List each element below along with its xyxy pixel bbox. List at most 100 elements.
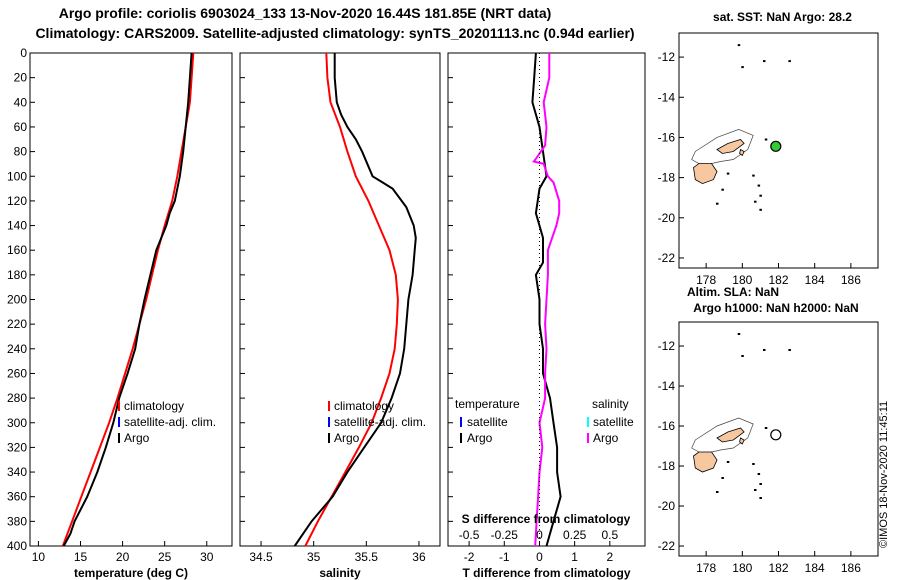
y-tick-label: 140 (7, 219, 27, 233)
copyright-label: ©IMOS 18-Nov-2020 11:45:11 (878, 400, 890, 548)
legend-label: Argo (334, 431, 360, 445)
map-x-tick-label: 184 (805, 273, 825, 287)
x-axis-label: T difference from climatology (462, 566, 630, 580)
legend-label: Argo (124, 431, 150, 445)
map-x-tick-label: 184 (805, 561, 825, 575)
islet (754, 489, 757, 491)
y-tick-label: 40 (14, 95, 28, 109)
float-position-marker (770, 429, 782, 441)
map-y-tick-label: -22 (658, 251, 676, 265)
map-title: Argo h1000: NaN h2000: NaN (693, 301, 858, 315)
islet (788, 349, 791, 351)
y-tick-label: 280 (7, 391, 27, 405)
legend-label: climatology (334, 399, 394, 413)
islet (737, 333, 741, 335)
islands (691, 333, 791, 499)
y-tick-label: 380 (7, 514, 27, 528)
map-y-tick-label: -14 (658, 90, 676, 104)
y-tick-label: 180 (7, 268, 27, 282)
islands (691, 44, 791, 211)
islet (716, 202, 719, 205)
panel-frame-temperature (29, 52, 233, 547)
x-axis-label: temperature (deg C) (74, 566, 188, 580)
legend-title: salinity (592, 397, 629, 411)
islet (788, 60, 791, 63)
islet (721, 188, 724, 191)
islet (764, 427, 768, 429)
legend-label: satellite-adj. clim. (334, 415, 426, 429)
series-line-t-difference-argo- (531, 52, 562, 547)
islet (764, 138, 768, 141)
series-line-climatology (61, 52, 195, 547)
map-x-tick-label: 180 (732, 561, 752, 575)
islet (726, 461, 730, 463)
x-tick-label: -1 (499, 550, 510, 564)
islet (716, 491, 719, 493)
legend-label: climatology (124, 399, 184, 413)
islet (759, 194, 762, 197)
islet (759, 497, 762, 499)
islet (726, 172, 730, 175)
map-x-tick-label: 186 (841, 273, 861, 287)
map-y-tick-label: -20 (658, 211, 676, 225)
series-line-argo (293, 53, 417, 547)
chart-title-line2: Climatology: CARS2009. Satellite-adjuste… (35, 25, 635, 41)
map-y-tick-label: -14 (658, 379, 676, 393)
y-tick-label: 60 (14, 120, 28, 134)
map-title: Altim. SLA: NaN (687, 285, 779, 299)
series-line-s-difference-argo- (532, 53, 561, 547)
x2-tick-label: -0.5 (459, 528, 480, 542)
x-tick-label: 2 (606, 550, 613, 564)
islet (754, 200, 757, 203)
islet (757, 473, 761, 475)
islet (763, 349, 766, 351)
x-tick-label: 30 (200, 550, 214, 564)
legend-label: satellite (467, 415, 508, 429)
islet (752, 174, 755, 177)
islet (759, 208, 762, 211)
series-line-climatology (304, 52, 399, 547)
x-tick-label: 35.5 (355, 550, 379, 564)
x-tick-label: 0 (536, 550, 543, 564)
x2-axis-label: S difference from climatology (462, 512, 631, 526)
legend-label: Argo (593, 431, 619, 445)
y-tick-label: 260 (7, 366, 27, 380)
y-tick-label: 340 (7, 465, 27, 479)
map-x-tick-label: 178 (696, 273, 716, 287)
y-tick-label: 320 (7, 440, 27, 454)
islet (759, 483, 762, 485)
map-y-tick-label: -20 (658, 499, 676, 513)
series-line-argo (62, 52, 193, 547)
map-y-tick-label: -22 (658, 539, 676, 553)
x-tick-label: 15 (74, 550, 88, 564)
x2-tick-label: 0 (536, 528, 543, 542)
y-tick-label: 160 (7, 243, 27, 257)
legend-title: temperature (455, 397, 520, 411)
map-y-tick-label: -16 (658, 419, 676, 433)
float-position-marker (770, 140, 782, 152)
x-tick-label: 1 (571, 550, 578, 564)
map-x-tick-label: 182 (768, 561, 788, 575)
x-tick-label: 35 (307, 550, 321, 564)
map-x-tick-label: 186 (841, 561, 861, 575)
y-tick-label: 0 (20, 46, 27, 60)
island-vanua-levu (716, 139, 745, 154)
x-axis-label: salinity (319, 566, 361, 580)
y-tick-label: 300 (7, 416, 27, 430)
legend-label: Argo (467, 431, 493, 445)
y-tick-label: 100 (7, 169, 27, 183)
islet (737, 44, 741, 47)
island-taveuni (739, 148, 745, 157)
chart-title-line1: Argo profile: coriolis 6903024_133 13-No… (58, 5, 552, 21)
legend-label: satellite (593, 415, 634, 429)
islet (741, 66, 744, 69)
x2-tick-label: 0.25 (563, 528, 587, 542)
x-tick-label: 10 (32, 550, 46, 564)
islet (721, 477, 724, 479)
map-y-tick-label: -12 (658, 50, 676, 64)
map-y-tick-label: -12 (658, 339, 676, 353)
y-tick-label: 240 (7, 342, 27, 356)
island-taveuni (739, 437, 745, 445)
map-y-tick-label: -16 (658, 130, 676, 144)
